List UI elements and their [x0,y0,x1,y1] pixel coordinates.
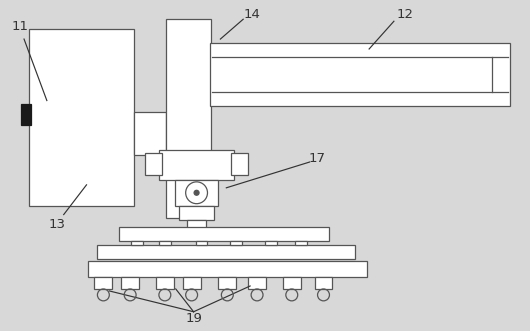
Bar [179,206,215,219]
Bar [131,241,143,245]
Bar [183,277,200,289]
Bar [145,153,162,175]
Circle shape [194,190,199,195]
Bar [196,241,207,245]
Bar [187,219,207,231]
Bar [175,180,218,206]
Bar [159,150,234,180]
Bar [94,277,112,289]
Bar [218,277,236,289]
Text: 17: 17 [309,152,326,165]
Bar [295,241,307,245]
Bar [315,277,332,289]
Bar [119,227,330,241]
Bar [156,277,174,289]
Bar [29,29,134,206]
Text: 11: 11 [12,20,29,33]
Text: 13: 13 [48,218,65,231]
Text: 19: 19 [185,312,202,325]
Text: 14: 14 [244,8,261,21]
Bar [248,277,266,289]
Bar [231,153,248,175]
Bar [265,241,277,245]
Bar [159,241,171,245]
Bar [166,19,211,217]
Bar [210,43,510,106]
Bar [87,261,367,277]
Bar [121,277,139,289]
Bar [283,277,301,289]
Bar [231,241,242,245]
Bar [21,104,31,125]
Bar [134,113,166,155]
Bar [98,245,355,259]
Text: 12: 12 [396,8,413,21]
